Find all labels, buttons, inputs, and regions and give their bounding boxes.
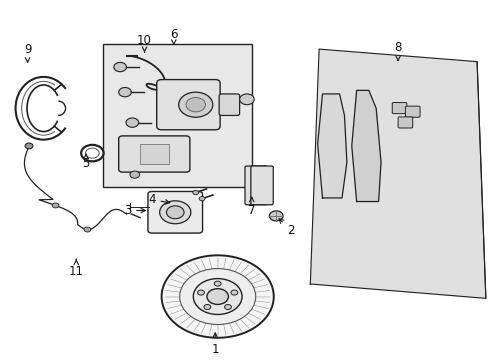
Circle shape: [161, 255, 273, 338]
Circle shape: [52, 203, 59, 208]
Circle shape: [85, 148, 99, 158]
FancyBboxPatch shape: [219, 94, 239, 116]
Text: 1: 1: [211, 333, 219, 356]
Circle shape: [159, 201, 190, 224]
Circle shape: [192, 190, 198, 195]
FancyBboxPatch shape: [250, 166, 273, 205]
Circle shape: [269, 211, 283, 221]
Circle shape: [239, 94, 254, 105]
Text: 5: 5: [82, 154, 89, 170]
Circle shape: [178, 92, 212, 117]
Circle shape: [197, 290, 204, 295]
FancyBboxPatch shape: [119, 136, 189, 172]
Text: 9: 9: [24, 42, 31, 62]
Circle shape: [204, 113, 216, 122]
Circle shape: [25, 143, 33, 149]
Text: 4: 4: [148, 193, 169, 206]
Circle shape: [224, 305, 231, 310]
Circle shape: [230, 290, 237, 295]
Circle shape: [214, 281, 221, 286]
Circle shape: [81, 145, 103, 161]
FancyBboxPatch shape: [244, 166, 267, 205]
Bar: [103, 44, 251, 187]
Circle shape: [203, 305, 210, 310]
Text: 2: 2: [279, 219, 294, 237]
Polygon shape: [351, 90, 380, 202]
Polygon shape: [317, 94, 346, 198]
Text: 11: 11: [69, 259, 83, 278]
Circle shape: [119, 87, 131, 97]
Circle shape: [193, 279, 242, 315]
Text: 6: 6: [170, 28, 177, 44]
Text: 7: 7: [247, 197, 255, 217]
Bar: [140, 144, 168, 164]
FancyBboxPatch shape: [391, 103, 406, 114]
Polygon shape: [310, 49, 485, 298]
Text: 8: 8: [394, 41, 401, 60]
FancyBboxPatch shape: [405, 106, 419, 117]
Circle shape: [130, 171, 140, 178]
FancyBboxPatch shape: [148, 192, 202, 233]
Circle shape: [185, 98, 205, 112]
Circle shape: [199, 197, 204, 201]
Circle shape: [114, 62, 126, 72]
FancyBboxPatch shape: [157, 80, 220, 130]
Circle shape: [84, 227, 91, 232]
Circle shape: [206, 289, 228, 305]
Circle shape: [179, 269, 255, 324]
Text: 3: 3: [123, 204, 145, 217]
Text: 10: 10: [137, 33, 152, 52]
FancyBboxPatch shape: [397, 117, 412, 128]
Circle shape: [166, 206, 183, 219]
Circle shape: [126, 118, 139, 127]
